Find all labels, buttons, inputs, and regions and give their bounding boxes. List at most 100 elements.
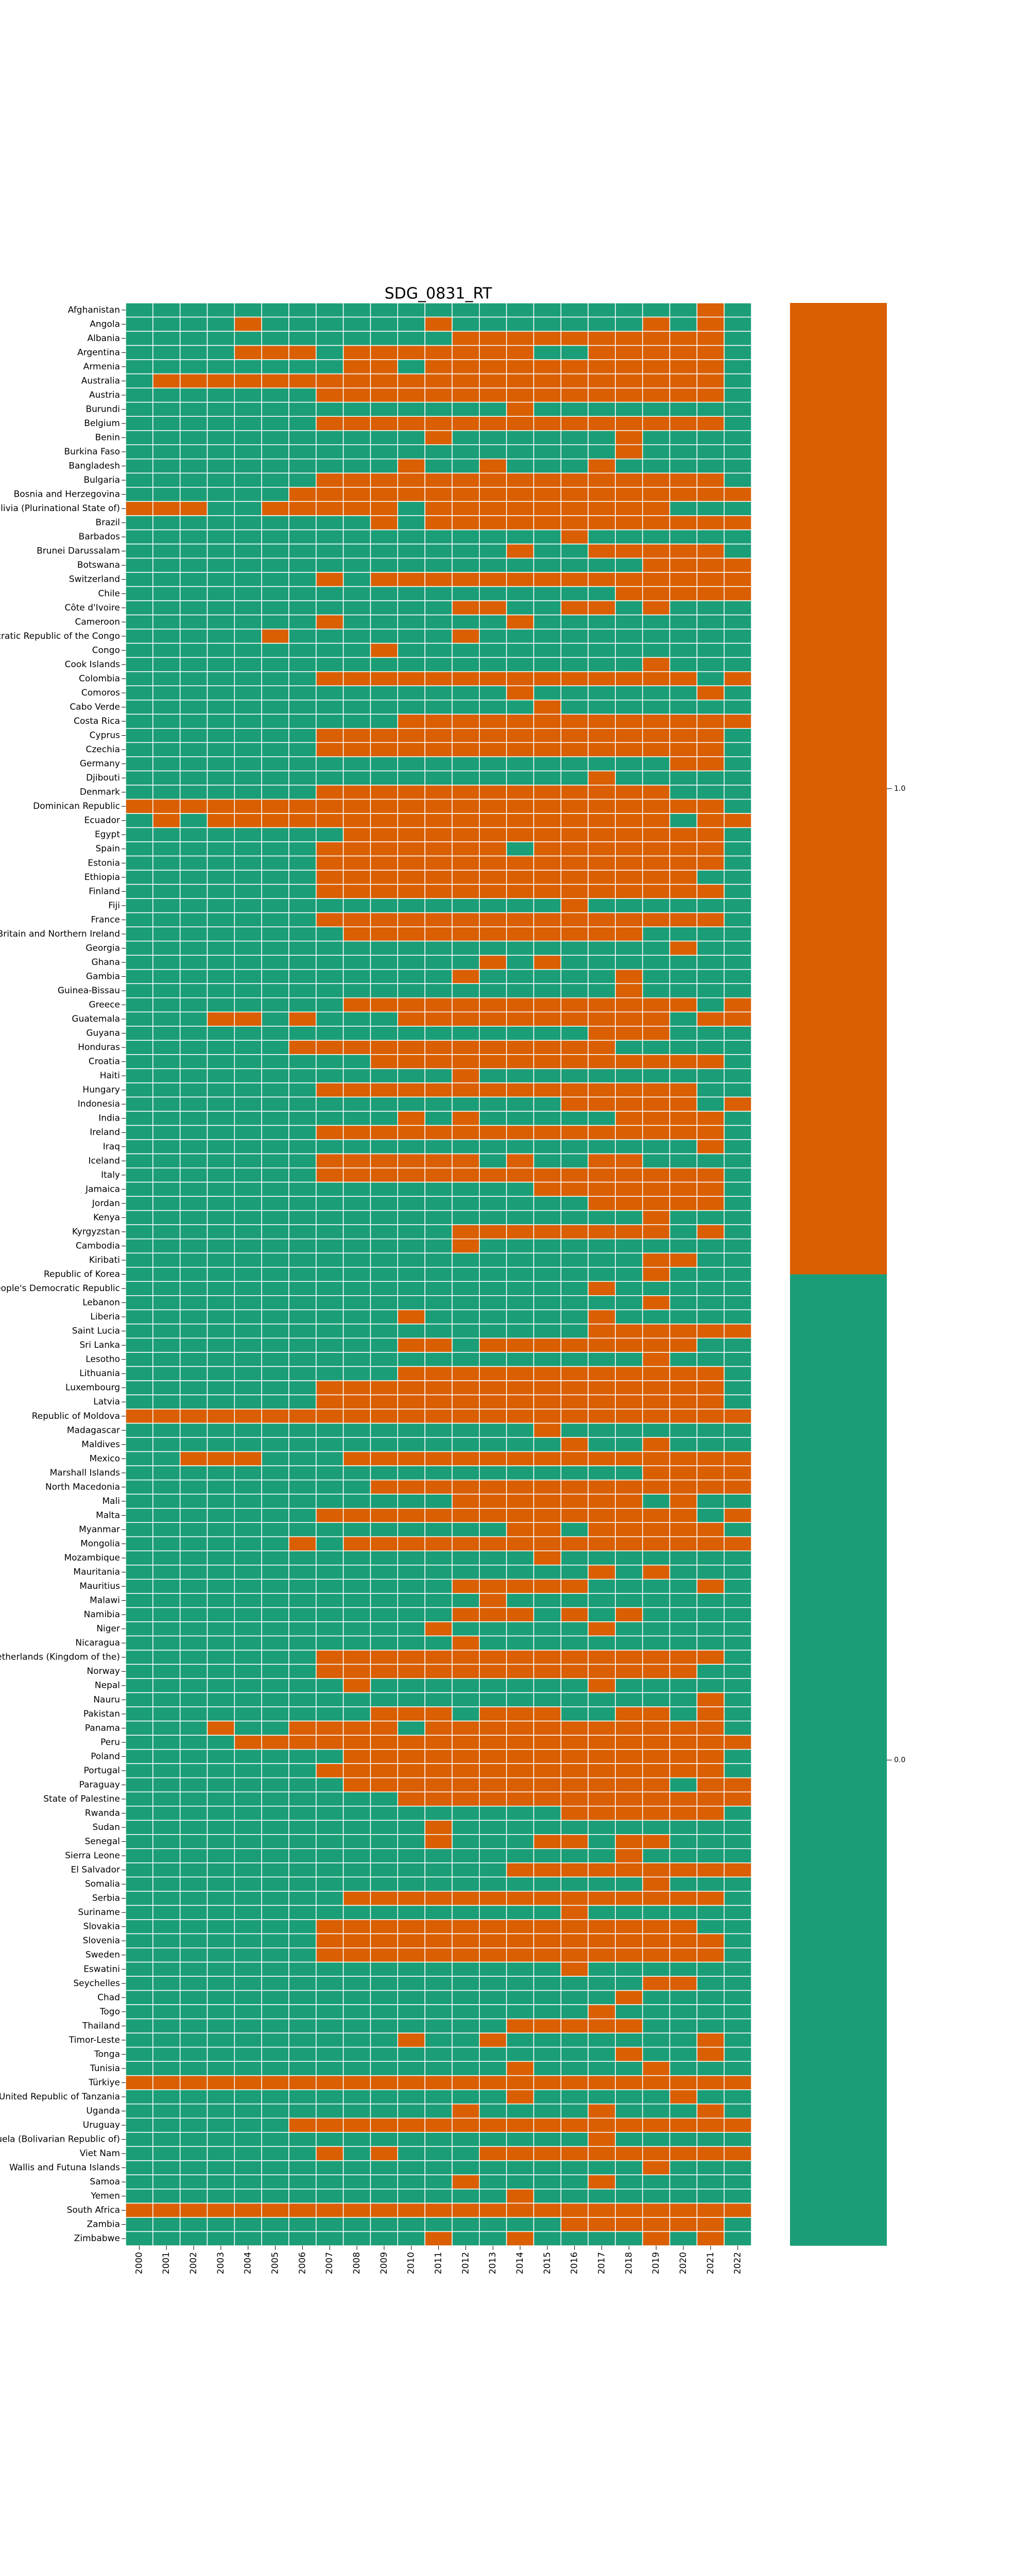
heatmap-cell [316, 1153, 344, 1168]
heatmap-cell [179, 1011, 208, 1027]
heatmap-cell [669, 1111, 698, 1126]
heatmap-cell [316, 1139, 344, 1155]
heatmap-cell [642, 387, 671, 403]
heatmap-cell [316, 813, 344, 828]
heatmap-cell [370, 515, 399, 531]
heatmap-cell [478, 1933, 507, 1948]
heatmap-cell [152, 1706, 181, 1722]
heatmap-cell [234, 1096, 262, 1112]
heatmap-cell [125, 1026, 153, 1041]
heatmap-cell [207, 444, 235, 460]
heatmap-cell [452, 827, 480, 842]
heatmap-cell [261, 1266, 289, 1282]
heatmap-cell [506, 2103, 535, 2119]
heatmap-cell [533, 1068, 561, 1083]
heatmap-cell [125, 685, 153, 701]
heatmap-cell [533, 1720, 561, 1736]
heatmap-cell [533, 2075, 561, 2090]
heatmap-cell [588, 1210, 616, 1225]
y-tick-label: United Kingdom of Great Britain and Nort… [0, 929, 120, 939]
heatmap-cell [506, 884, 535, 899]
heatmap-cell [316, 955, 344, 970]
heatmap-cell [179, 2117, 208, 2133]
heatmap-cell [478, 459, 507, 474]
heatmap-cell [588, 1281, 616, 1296]
heatmap-cell [615, 1579, 643, 1594]
heatmap-cell [615, 1437, 643, 1452]
heatmap-cell [125, 359, 153, 375]
heatmap-cell [234, 983, 262, 998]
x-tick-label: 2013 [488, 2252, 498, 2274]
heatmap-cell [207, 459, 235, 474]
heatmap-cell [424, 2018, 453, 2033]
heatmap-cell [615, 1026, 643, 1041]
heatmap-cell [261, 813, 289, 828]
heatmap-cell [669, 940, 698, 956]
heatmap-cell [125, 1749, 153, 1764]
heatmap-cell [179, 1919, 208, 1935]
y-tick-label: Venezuela (Bolivarian Republic of) [0, 2134, 120, 2145]
heatmap-cell [207, 2132, 235, 2147]
heatmap-cell [234, 2018, 262, 2033]
x-tick-label: 2011 [434, 2252, 444, 2274]
heatmap-cell [370, 2217, 399, 2232]
heatmap-cell [560, 2103, 589, 2119]
heatmap-cell [669, 1153, 698, 1168]
heatmap-cell [397, 1409, 425, 1424]
heatmap-cell [370, 671, 399, 686]
heatmap-cell [533, 685, 561, 701]
heatmap-cell [506, 1139, 535, 1155]
heatmap-cell [288, 557, 317, 573]
heatmap-cell [452, 1763, 480, 1778]
heatmap-cell [560, 1990, 589, 2005]
heatmap-cell [642, 955, 671, 970]
heatmap-cell [261, 1054, 289, 1070]
heatmap-cell [642, 714, 671, 729]
heatmap-cell [424, 855, 453, 871]
heatmap-cell [261, 1848, 289, 1863]
heatmap-cell [234, 1791, 262, 1807]
heatmap-cell [696, 1394, 725, 1410]
heatmap-cell [370, 1494, 399, 1509]
heatmap-cell [370, 1961, 399, 1977]
heatmap-cell [696, 1749, 725, 1764]
heatmap-cell [370, 529, 399, 545]
heatmap-cell [615, 1621, 643, 1637]
heatmap-cell [342, 1422, 371, 1438]
heatmap-cell [615, 1749, 643, 1764]
heatmap-cell [506, 557, 535, 573]
heatmap-cell [560, 699, 589, 715]
heatmap-cell [669, 1309, 698, 1325]
y-tick-label: Mauritania [73, 1567, 120, 1578]
colorbar-tick-label: 0.0 [894, 1756, 905, 1764]
heatmap-cell [125, 714, 153, 729]
heatmap-cell [478, 1791, 507, 1807]
heatmap-cell [152, 2189, 181, 2204]
heatmap-cell [397, 401, 425, 417]
heatmap-cell [642, 515, 671, 531]
heatmap-cell [478, 2132, 507, 2147]
heatmap-cell [615, 2117, 643, 2133]
heatmap-cell [506, 444, 535, 460]
heatmap-cell [615, 1409, 643, 1424]
heatmap-cell [424, 472, 453, 488]
heatmap-cell [207, 557, 235, 573]
heatmap-cell [533, 1309, 561, 1325]
heatmap-cell [724, 487, 752, 502]
heatmap-cell [560, 940, 589, 956]
heatmap-cell [478, 1692, 507, 1707]
heatmap-cell [506, 373, 535, 388]
heatmap-cell [478, 955, 507, 970]
heatmap-cell [533, 2132, 561, 2147]
heatmap-cell [452, 2046, 480, 2062]
heatmap-cell [533, 557, 561, 573]
heatmap-cell [152, 642, 181, 658]
heatmap-cell [560, 1862, 589, 1878]
heatmap-cell [207, 1465, 235, 1481]
heatmap-cell [615, 2189, 643, 2204]
heatmap-cell [152, 2117, 181, 2133]
heatmap-cell [452, 1876, 480, 1892]
heatmap-cell [342, 1040, 371, 1055]
y-tick-label: Nauru [93, 1694, 120, 1705]
heatmap-cell [506, 2089, 535, 2105]
